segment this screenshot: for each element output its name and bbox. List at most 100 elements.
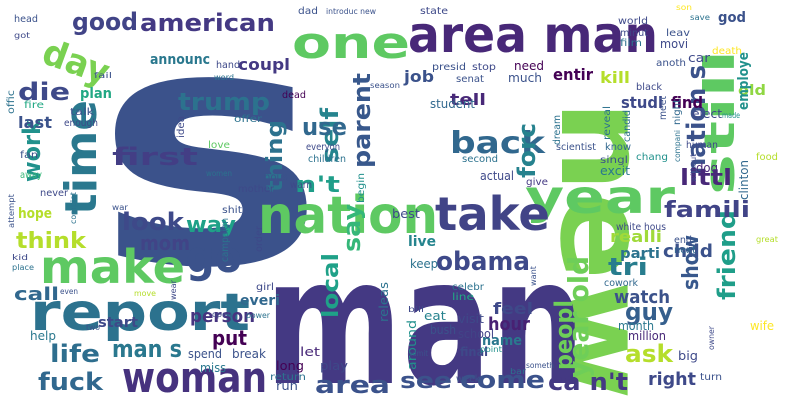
- word-wear: wear: [169, 279, 178, 300]
- word-school: school: [458, 327, 494, 341]
- word-hope: hope: [18, 206, 52, 222]
- word-die: die: [18, 78, 70, 106]
- word-old: old: [738, 83, 766, 99]
- word-find: find: [671, 93, 703, 112]
- word-bar: bar: [510, 367, 527, 376]
- word-away: away: [20, 170, 42, 181]
- word-employe: employe: [736, 52, 752, 110]
- word-parti: parti: [620, 246, 660, 262]
- word-realli: realli: [610, 227, 662, 246]
- word-job: job: [403, 67, 434, 86]
- word-life: life: [50, 340, 100, 368]
- word-chang: chang: [636, 152, 668, 163]
- word-idea: idea: [176, 116, 187, 138]
- word-bush: bush: [430, 323, 456, 337]
- word-visit: visit: [458, 312, 484, 326]
- word-good: good: [72, 8, 138, 36]
- word-see: see: [400, 369, 452, 394]
- word-much: much: [508, 71, 542, 85]
- word-nation-s: nation s: [682, 65, 712, 175]
- word-want: want: [529, 266, 538, 286]
- word-season: season: [370, 81, 400, 90]
- word-live: live: [408, 234, 436, 250]
- word-anoth: anoth: [656, 58, 686, 69]
- word-stop: stop: [472, 62, 496, 73]
- word-friend: friend: [713, 210, 741, 300]
- word-give: give: [526, 177, 548, 188]
- word-show: show: [679, 235, 704, 290]
- word-wife: wife: [750, 319, 774, 333]
- word-s: s: [95, 0, 325, 340]
- word-area: area: [315, 371, 390, 399]
- word-got: got: [14, 31, 30, 40]
- word-cowork: cowork: [604, 278, 638, 289]
- word-begin: begin: [356, 173, 367, 203]
- word-clinton: clinton: [737, 160, 751, 200]
- word-compani: compani: [673, 130, 682, 162]
- word-warn: warn: [290, 180, 312, 191]
- word-self: self: [316, 107, 344, 163]
- word-presid: presid: [432, 62, 466, 73]
- word-move: move: [134, 289, 156, 298]
- word-bill: bill: [408, 305, 424, 314]
- word-dad: dad: [298, 6, 318, 17]
- word-one: one: [292, 18, 410, 69]
- word-end: end: [674, 235, 692, 246]
- word-eat: eat: [424, 309, 446, 323]
- word-black: black: [636, 82, 662, 93]
- word-first: first: [112, 143, 198, 171]
- word-go: go: [186, 232, 242, 283]
- word-time: time: [56, 100, 107, 215]
- word-line: line: [452, 292, 474, 303]
- word-return: return: [270, 372, 306, 383]
- word-new: new: [533, 100, 672, 400]
- word-littl: littl: [680, 166, 732, 191]
- word-kid: kid: [12, 253, 28, 262]
- word-food: food: [756, 152, 778, 163]
- word-man: man: [265, 222, 585, 405]
- word-movi: movi: [660, 37, 688, 51]
- word-coupl: coupl: [238, 55, 290, 74]
- word-man-s: man s: [112, 335, 182, 363]
- word-year: year: [525, 170, 675, 224]
- word-open: open: [212, 310, 232, 319]
- word-tell: tell: [450, 90, 486, 109]
- word-world: world: [618, 16, 648, 27]
- word-nation: nation: [258, 186, 438, 246]
- word-thing: thing: [263, 120, 288, 192]
- word-start: start: [98, 315, 138, 331]
- word-order: order: [254, 225, 265, 252]
- word-fan: fan: [20, 150, 38, 161]
- word-love: love: [208, 140, 230, 151]
- word-tri: tri: [608, 253, 648, 281]
- word-celebr: celebr: [452, 282, 485, 293]
- word-forc: forc: [513, 123, 541, 178]
- word-watch: watch: [614, 287, 670, 308]
- word-parent: parent: [348, 73, 376, 168]
- word-month: month: [618, 319, 654, 333]
- word-still: still: [695, 50, 744, 195]
- word-announc: announc: [150, 52, 210, 68]
- word-mother: mother: [238, 184, 275, 195]
- word-report: report: [30, 283, 250, 343]
- word-introduc-new: introduc new: [326, 7, 376, 16]
- word-night: night: [672, 99, 683, 125]
- word-dead: dead: [282, 90, 306, 101]
- word-complet: complet: [69, 192, 78, 224]
- word-spend: spend: [188, 347, 222, 361]
- word-make: make: [40, 240, 185, 294]
- word-everi: everi: [240, 293, 280, 309]
- word-year-old: year old: [562, 256, 595, 378]
- word-state: state: [420, 6, 448, 17]
- word-next: next: [674, 245, 696, 256]
- word-children: children: [308, 154, 346, 165]
- word-save: save: [690, 13, 710, 22]
- word-car: car: [688, 51, 710, 65]
- word-fuck: fuck: [38, 368, 104, 396]
- word-help: help: [30, 329, 56, 343]
- word-run: run: [276, 379, 298, 393]
- word-never: never: [40, 188, 69, 199]
- word-need: need: [514, 59, 544, 73]
- word-back: back: [450, 126, 546, 161]
- word-guy: guy: [625, 298, 673, 326]
